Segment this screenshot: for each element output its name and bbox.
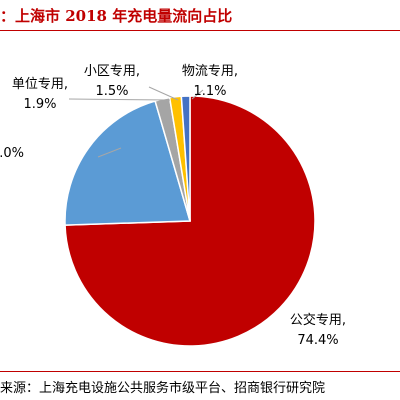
pie-slice-logistics (180, 95, 191, 222)
slice-label-name-logistics: 物流专用, (182, 64, 238, 79)
slice-label-value-logistics: 1.1% (193, 84, 226, 99)
pie-slice-unlabeled (64, 100, 191, 226)
title-divider (0, 30, 400, 31)
chart-title: ：上海市 2018 年充电量流向占比 (0, 7, 233, 25)
slice-label-value-unit: 1.9% (23, 97, 56, 112)
slice-label-unlabeled: , 21.0% (0, 146, 24, 161)
slice-label-value-residential: 1.5% (95, 84, 128, 99)
slice-label-bus: 公交专用, 74.4% (290, 312, 346, 348)
slice-label-unit: 单位专用, 1.9% (12, 77, 68, 112)
slice-label-name-residential: 小区专用, (84, 64, 140, 79)
slice-label-name-bus: 公交专用, (290, 312, 346, 328)
slice-label-logistics: 物流专用, 1.1% (182, 64, 238, 99)
leader-line-logistics (191, 89, 204, 100)
slice-label-residential: 小区专用, 1.5% (84, 64, 140, 99)
slice-label-value-bus: 74.4% (297, 333, 338, 348)
leader-line-residential (148, 86, 179, 101)
leader-line-unlabeled (97, 147, 122, 158)
source-divider (0, 371, 400, 372)
source-note: 来源：上海充电设施公共服务市级平台、招商银行研究院 (0, 381, 326, 396)
slice-label-name-unit: 单位专用, (12, 77, 68, 92)
leader-line-unit (68, 98, 171, 101)
